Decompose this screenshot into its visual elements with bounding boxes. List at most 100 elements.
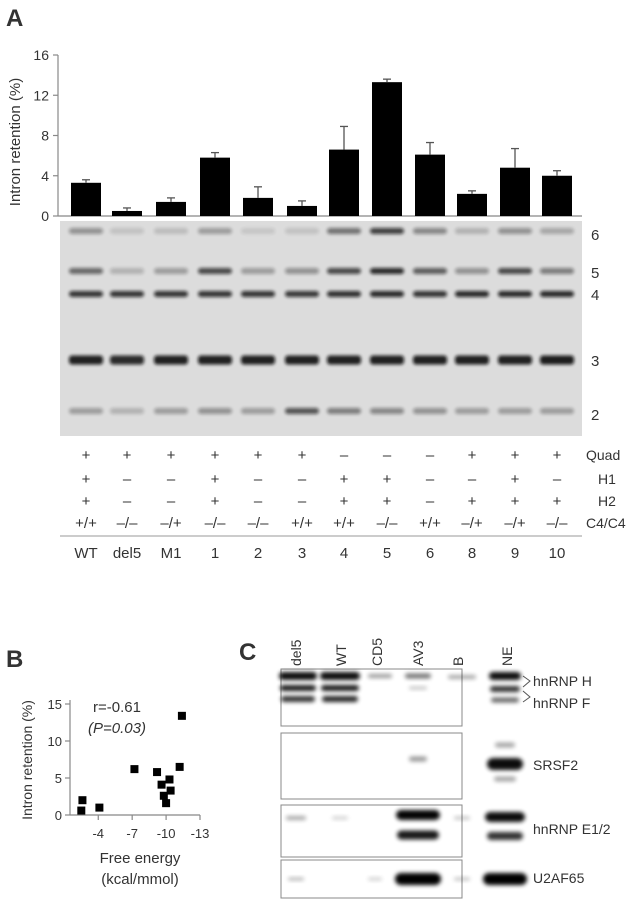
blot-band (409, 756, 427, 762)
condition-cell: + (511, 447, 520, 464)
blot-band (454, 816, 470, 820)
condition-cell: + (82, 447, 91, 464)
condition-cell: – (426, 493, 435, 510)
blot-band (454, 877, 470, 881)
blot-label-hnrnp-e: hnRNP E1/2 (533, 821, 611, 837)
condition-cell: + (123, 447, 132, 464)
condition-cell: +/+ (75, 515, 97, 532)
scatter-point (78, 796, 87, 805)
gel-band (498, 268, 532, 274)
x-tick-label: 1 (211, 545, 219, 562)
condition-cell: + (82, 493, 91, 510)
gel-band (69, 228, 103, 234)
band-label-5: 5 (591, 265, 599, 282)
scatter-ylabel: Intron retention (%) (19, 700, 35, 820)
bar (415, 154, 445, 216)
gel-band (370, 291, 404, 297)
scatter-point (175, 762, 184, 771)
blot-band (395, 873, 441, 885)
condition-cell: + (468, 447, 477, 464)
gel-band (370, 268, 404, 274)
gel-band (540, 291, 574, 297)
gel-band (498, 408, 532, 414)
x-tick-label: 6 (426, 545, 434, 562)
gel-band (455, 228, 489, 234)
blot-band (495, 742, 515, 748)
condition-cell: + (511, 471, 520, 488)
gel-band (370, 355, 404, 365)
x-tick-label: 8 (468, 545, 476, 562)
condition-cell: – (383, 447, 392, 464)
condition-cell: – (254, 493, 263, 510)
condition-cell: + (211, 493, 220, 510)
blot-band (286, 816, 306, 820)
condition-cell: + (211, 471, 220, 488)
scatter-y-tick-label: 15 (48, 697, 62, 712)
condition-cell: + (167, 447, 176, 464)
condition-cell: + (340, 471, 349, 488)
condition-cell: – (123, 493, 132, 510)
bar (156, 201, 186, 216)
gel-band (327, 228, 361, 234)
correlation-r: r=-0.61 (93, 699, 141, 716)
gel-band (327, 291, 361, 297)
blot-label-hnrnp-h: hnRNP H (533, 673, 592, 689)
gel-band (327, 408, 361, 414)
gel-band (198, 228, 232, 234)
blot-lane-label: NE (499, 647, 515, 666)
condition-cell: + (468, 493, 477, 510)
blot-band (405, 673, 431, 679)
blot-band (483, 873, 527, 885)
gel-band (154, 408, 188, 414)
gel-band-labels: 6 5 4 3 2 (591, 227, 599, 424)
gel-band (110, 355, 144, 365)
blot-band (281, 696, 315, 702)
blot-lane-label: CD5 (369, 638, 385, 666)
condition-cell: + (340, 493, 349, 510)
gel-band (110, 268, 144, 274)
x-tick-label: 2 (254, 545, 262, 562)
condition-cell: +/+ (419, 515, 441, 532)
blot-label-hnrnp-f: hnRNP F (533, 695, 590, 711)
correlation-p: (P=0.03) (88, 720, 146, 737)
gel-band (540, 355, 574, 365)
gel-band (413, 228, 447, 234)
blot-label-srsf2: SRSF2 (533, 757, 578, 773)
scatter-point (165, 775, 174, 784)
condition-cell: –/– (205, 515, 227, 532)
row-label-h1: H1 (598, 471, 616, 487)
gel-band (285, 355, 319, 365)
gel-band (241, 408, 275, 414)
blot-lane-label: del5 (288, 639, 304, 666)
gel-band (413, 268, 447, 274)
gel-band (110, 408, 144, 414)
panel-label-c: C (239, 639, 256, 666)
condition-cell: –/– (377, 515, 399, 532)
gel-band (498, 291, 532, 297)
condition-cell: – (340, 447, 349, 464)
condition-cell: – (123, 471, 132, 488)
bracket-icon (522, 675, 531, 703)
gel-band (285, 268, 319, 274)
y-tick-label: 16 (33, 47, 49, 63)
gel-band (154, 268, 188, 274)
gel-band (241, 268, 275, 274)
gel-background (60, 221, 582, 436)
gel-band (198, 291, 232, 297)
gel-band (285, 228, 319, 234)
blot-band (487, 758, 523, 770)
band-label-2: 2 (591, 407, 599, 424)
condition-cell: – (298, 493, 307, 510)
gel-band (69, 355, 103, 365)
panel-label-a: A (6, 5, 23, 32)
blot-band (396, 810, 440, 820)
blot-band (487, 832, 523, 840)
condition-cell: + (298, 447, 307, 464)
scatter-point (166, 786, 175, 795)
y-tick-label: 4 (41, 168, 49, 184)
blot-lane-label: AV3 (410, 640, 426, 666)
scatter-y-tick-label: 0 (55, 808, 62, 823)
gel-band (327, 268, 361, 274)
blot-band (280, 685, 316, 691)
gel-band (413, 408, 447, 414)
